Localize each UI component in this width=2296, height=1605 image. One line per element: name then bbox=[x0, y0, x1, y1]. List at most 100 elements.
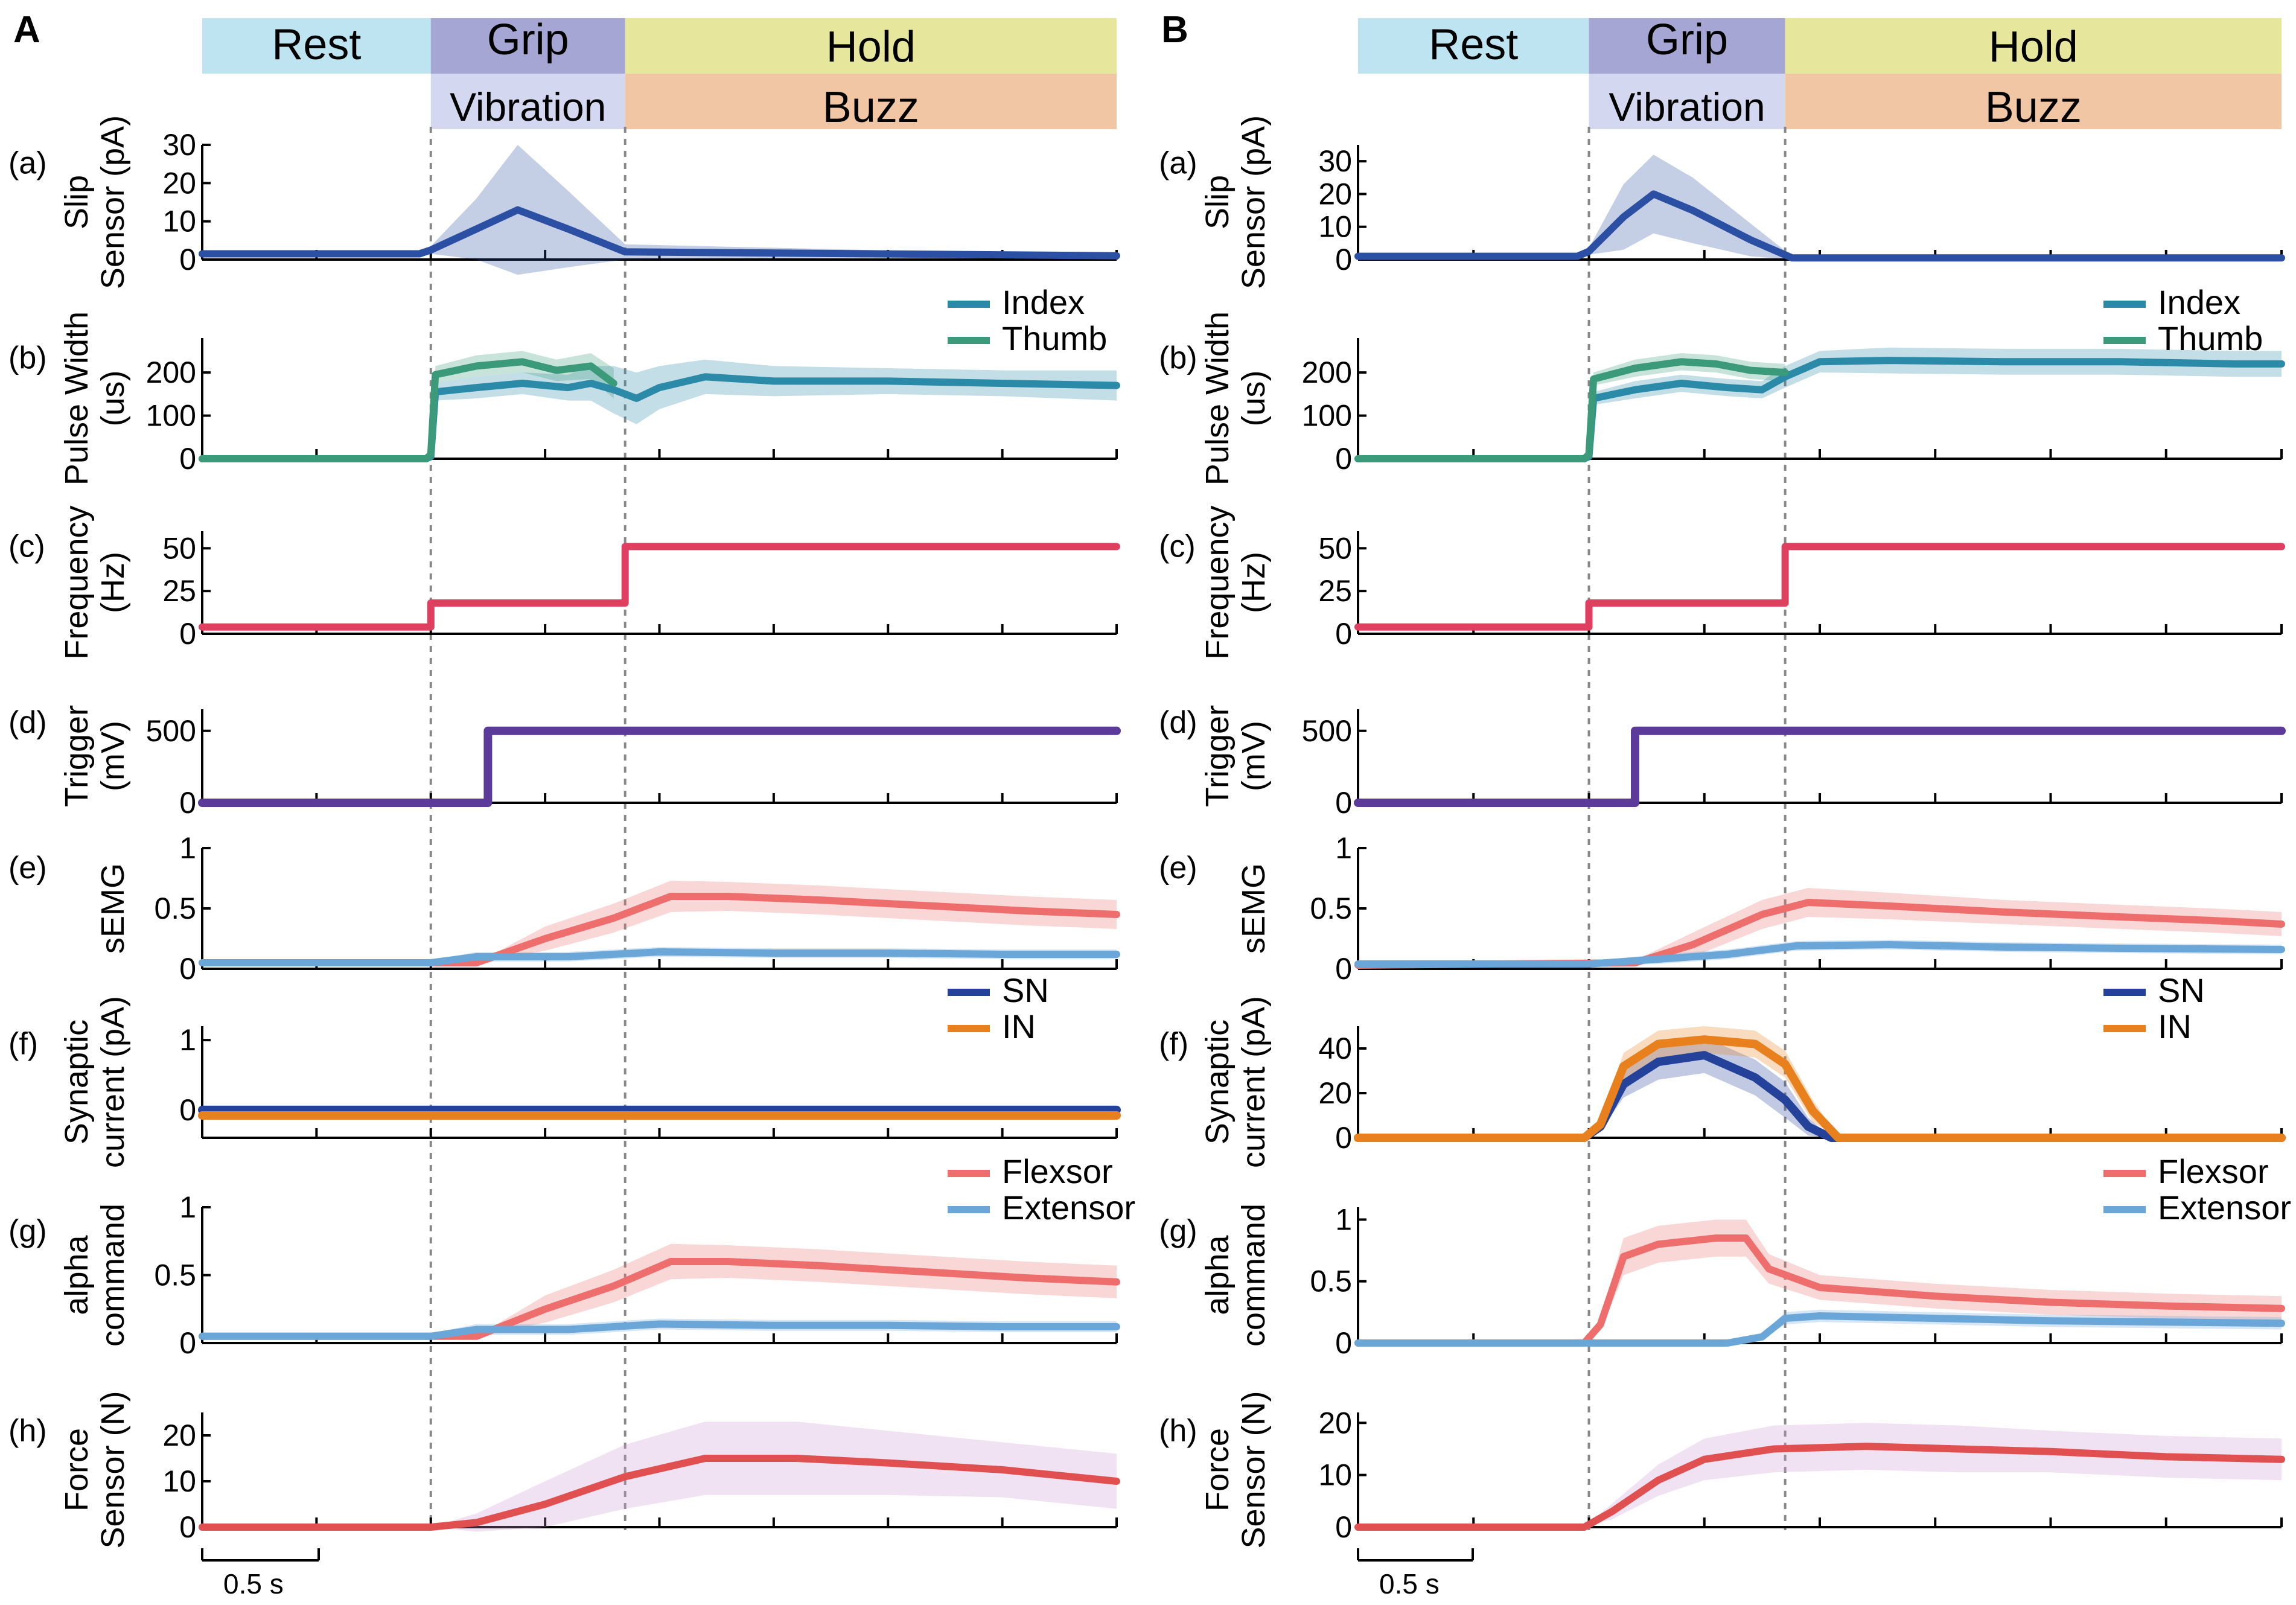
y-tick-label: 10 bbox=[1318, 1458, 1352, 1492]
y-axis-label: Slip bbox=[59, 175, 95, 229]
y-axis-label: (mV) bbox=[1236, 721, 1272, 791]
y-tick-label: 30 bbox=[162, 128, 196, 162]
y-tick-label: 0.5 bbox=[154, 892, 196, 925]
rest-phase-label: Rest bbox=[272, 21, 361, 69]
y-axis-label: Pulse Width bbox=[59, 311, 95, 485]
y-axis-label: Force bbox=[1199, 1428, 1236, 1511]
y-tick-label: 0 bbox=[179, 1093, 196, 1127]
scale-bar-label: 0.5 s bbox=[1379, 1568, 1440, 1600]
legend-label: IN bbox=[1002, 1007, 1036, 1045]
y-axis-label: alpha bbox=[1199, 1234, 1236, 1315]
row-label: (c) bbox=[8, 529, 45, 564]
row-label: (e) bbox=[1159, 850, 1197, 885]
y-tick-label: 20 bbox=[1318, 1406, 1352, 1440]
series-line-frequency bbox=[1354, 543, 2285, 631]
buzz-phase-box bbox=[625, 74, 1117, 129]
band-slip bbox=[1358, 155, 2282, 260]
y-axis-label: Synaptic bbox=[1199, 1019, 1236, 1144]
legend-label: SN bbox=[2158, 971, 2205, 1009]
vibration-phase-label: Vibration bbox=[450, 85, 606, 129]
y-tick-label: 1 bbox=[1335, 1202, 1352, 1236]
y-axis-label: Frequency bbox=[59, 505, 95, 659]
y-tick-label: 0 bbox=[179, 1326, 196, 1360]
series-line-flexsor bbox=[199, 1258, 1120, 1340]
series-line-slip bbox=[1354, 190, 2285, 262]
series-line-trigger bbox=[1354, 726, 2286, 807]
row-e: (e) sEMG 0 0.5 1 bbox=[8, 831, 1120, 986]
y-tick-label: 10 bbox=[162, 1464, 196, 1498]
y-axis-label: sEMG bbox=[95, 863, 131, 954]
series-line-extensor bbox=[199, 1320, 1120, 1340]
y-axis-label: Trigger bbox=[59, 705, 95, 807]
y-axis-label: Frequency bbox=[1199, 505, 1236, 659]
series-line-frequency bbox=[199, 543, 1120, 631]
y-tick-label: 0 bbox=[1335, 786, 1352, 820]
row-d: (d) Trigger (mV) 0 500 bbox=[8, 705, 1121, 820]
y-tick-label: 100 bbox=[146, 399, 196, 433]
y-axis-label: Pulse Width bbox=[1199, 311, 1236, 485]
series-line-extensor bbox=[1354, 941, 2285, 968]
series-line-slip bbox=[199, 206, 1120, 260]
y-axis-label: (Hz) bbox=[1236, 552, 1272, 613]
grip-phase-label: Grip bbox=[1646, 16, 1728, 64]
y-tick-label: 50 bbox=[1318, 531, 1352, 565]
legend-label: Index bbox=[1002, 283, 1085, 321]
series-line-trigger bbox=[198, 726, 1121, 807]
buzz-phase-box bbox=[1785, 74, 2282, 129]
scale-bar-label: 0.5 s bbox=[223, 1568, 284, 1600]
y-tick-label: 0 bbox=[179, 1510, 196, 1544]
y-tick-label: 10 bbox=[162, 205, 196, 238]
y-axis-label: Sensor (pA) bbox=[1236, 115, 1272, 289]
legend-label: Thumb bbox=[2158, 319, 2263, 357]
y-axis-label: current (pA) bbox=[95, 996, 131, 1168]
y-tick-label: 0.5 bbox=[1310, 892, 1352, 925]
series-line-flexsor bbox=[1354, 1234, 2285, 1347]
y-tick-label: 25 bbox=[162, 574, 196, 608]
y-tick-label: 0.5 bbox=[1310, 1265, 1352, 1298]
time-scale-bar: 0.5 s bbox=[201, 1548, 320, 1600]
y-tick-label: 20 bbox=[1318, 177, 1352, 211]
y-tick-label: 1 bbox=[179, 831, 196, 865]
y-axis-label: (Hz) bbox=[95, 552, 131, 613]
y-tick-label: 200 bbox=[1302, 356, 1352, 389]
legend-label: Extensor bbox=[2158, 1189, 2291, 1227]
y-tick-label: 50 bbox=[162, 531, 196, 565]
row-label: (e) bbox=[8, 850, 47, 885]
y-tick-label: 1 bbox=[1335, 831, 1352, 865]
legend-label: SN bbox=[1002, 971, 1049, 1009]
y-tick-label: 0 bbox=[1335, 1326, 1352, 1360]
band-force bbox=[202, 1422, 1117, 1532]
band-thumb bbox=[1358, 353, 1785, 459]
y-tick-label: 0 bbox=[179, 243, 196, 276]
y-axis-label: current (pA) bbox=[1236, 996, 1272, 1168]
legend-label: Flexsor bbox=[1002, 1152, 1113, 1190]
row-label: (b) bbox=[1159, 340, 1197, 375]
y-tick-label: 30 bbox=[1318, 144, 1352, 178]
y-tick-label: 20 bbox=[1318, 1076, 1352, 1110]
y-tick-label: 0 bbox=[179, 617, 196, 651]
band-flexor bbox=[1358, 888, 2282, 965]
y-tick-label: 0 bbox=[1335, 442, 1352, 476]
y-tick-label: 0 bbox=[179, 952, 196, 986]
y-axis-label: Trigger bbox=[1199, 705, 1236, 807]
y-axis-label: (mV) bbox=[95, 721, 131, 791]
y-tick-label: 1 bbox=[179, 1023, 196, 1057]
y-tick-label: 1 bbox=[179, 1190, 196, 1224]
y-axis-label: command bbox=[95, 1204, 131, 1347]
grip-phase-box bbox=[1589, 18, 1785, 74]
buzz-phase-label: Buzz bbox=[1985, 83, 2082, 132]
row-label: (f) bbox=[1159, 1026, 1188, 1061]
legend-label: IN bbox=[2158, 1007, 2192, 1045]
row-label: (a) bbox=[1159, 146, 1197, 181]
y-axis-label: Sensor (N) bbox=[95, 1391, 131, 1548]
